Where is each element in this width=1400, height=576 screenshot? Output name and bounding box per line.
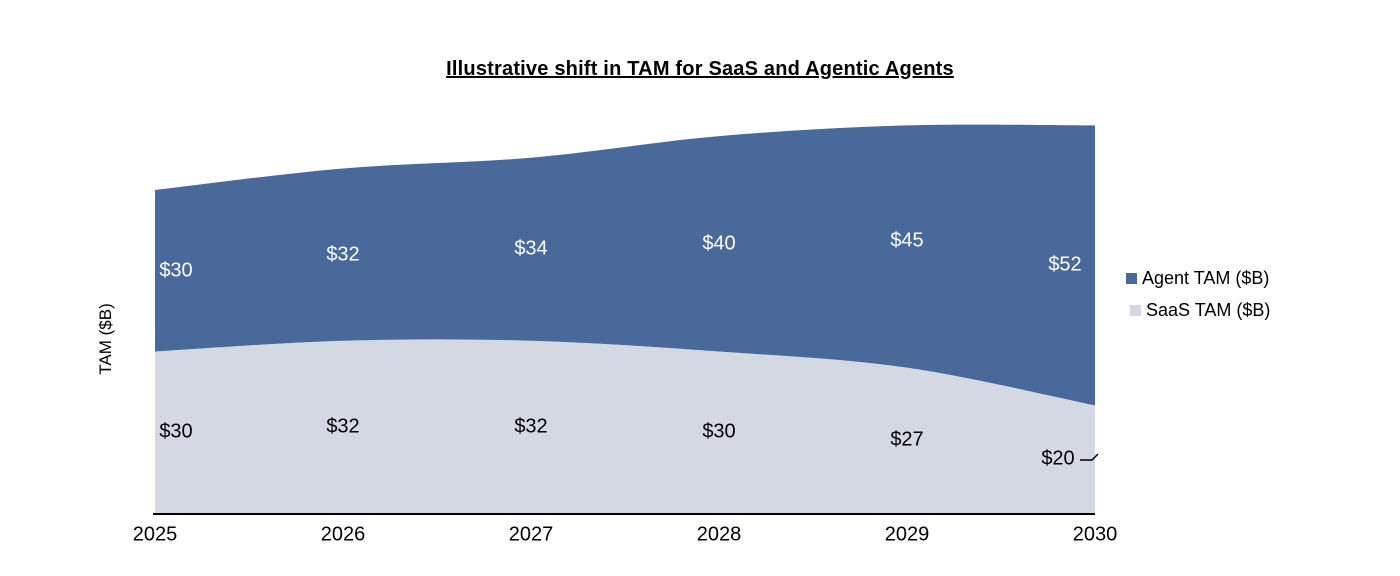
legend-swatch-saas xyxy=(1130,304,1141,316)
x-axis-tick-2026: 2026 xyxy=(320,523,366,546)
data-label-agent-2028: $40 xyxy=(702,232,736,255)
legend: Agent TAM ($B) SaaS TAM ($B) xyxy=(1126,267,1270,331)
data-label-agent-2025: $30 xyxy=(159,259,193,282)
legend-label-agent: Agent TAM ($B) xyxy=(1142,267,1270,288)
x-axis-tick-2028: 2028 xyxy=(696,523,742,546)
data-label-leader-line xyxy=(1080,453,1099,461)
legend-label-saas: SaaS TAM ($B) xyxy=(1146,299,1271,320)
x-axis-tick-2030: 2030 xyxy=(1072,523,1118,546)
data-label-agent-2027: $34 xyxy=(514,237,548,260)
legend-item-saas: SaaS TAM ($B) xyxy=(1130,299,1270,321)
data-label-saas-2029: $27 xyxy=(890,428,924,451)
x-axis-tick-2027: 2027 xyxy=(508,523,554,546)
x-axis-tick-2029: 2029 xyxy=(884,523,930,546)
chart-title: Illustrative shift in TAM for SaaS and A… xyxy=(446,58,954,80)
legend-swatch-agent xyxy=(1126,272,1137,284)
data-label-agent-2026: $32 xyxy=(326,243,360,266)
data-label-saas-2030: $20 xyxy=(1041,447,1075,470)
saas-area xyxy=(155,339,1095,513)
x-axis-tick-2025: 2025 xyxy=(132,523,178,546)
data-label-agent-2030: $52 xyxy=(1048,253,1082,276)
data-label-agent-2029: $45 xyxy=(890,229,924,252)
agent-area xyxy=(155,124,1095,406)
data-label-saas-2026: $32 xyxy=(326,415,360,438)
legend-item-agent: Agent TAM ($B) xyxy=(1126,267,1270,289)
data-label-saas-2028: $30 xyxy=(702,420,736,443)
data-label-saas-2027: $32 xyxy=(514,415,548,438)
data-label-saas-2025: $30 xyxy=(159,420,193,443)
